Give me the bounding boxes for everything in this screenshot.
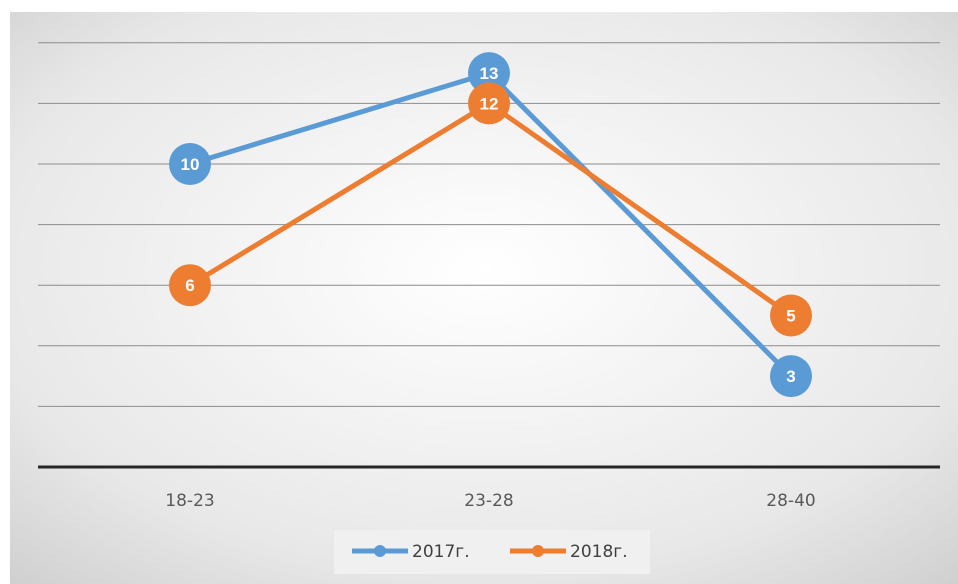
series-lines: 10 13 3 6 12 5 — [169, 52, 812, 398]
data-point — [169, 264, 211, 307]
x-axis-ticks: 18-23 23-28 28-40 — [165, 491, 815, 511]
legend-label: 2018г. — [570, 542, 628, 562]
data-point — [770, 355, 812, 398]
data-label: 3 — [786, 367, 795, 386]
data-label: 6 — [185, 276, 194, 295]
data-label: 13 — [480, 64, 499, 83]
x-tick-label: 18-23 — [165, 491, 214, 511]
legend-label: 2017г. — [412, 542, 470, 562]
data-point — [169, 143, 211, 185]
data-label: 10 — [181, 155, 200, 174]
data-point — [770, 294, 812, 337]
data-point — [468, 82, 510, 125]
x-tick-label: 28-40 — [766, 491, 815, 511]
x-tick-label: 23-28 — [464, 491, 513, 511]
legend-marker — [532, 545, 544, 557]
legend-marker — [374, 545, 386, 557]
legend: 2017г. 2018г. — [334, 530, 650, 574]
data-label: 12 — [480, 94, 499, 113]
data-label: 5 — [786, 307, 795, 326]
data-point — [468, 52, 510, 95]
